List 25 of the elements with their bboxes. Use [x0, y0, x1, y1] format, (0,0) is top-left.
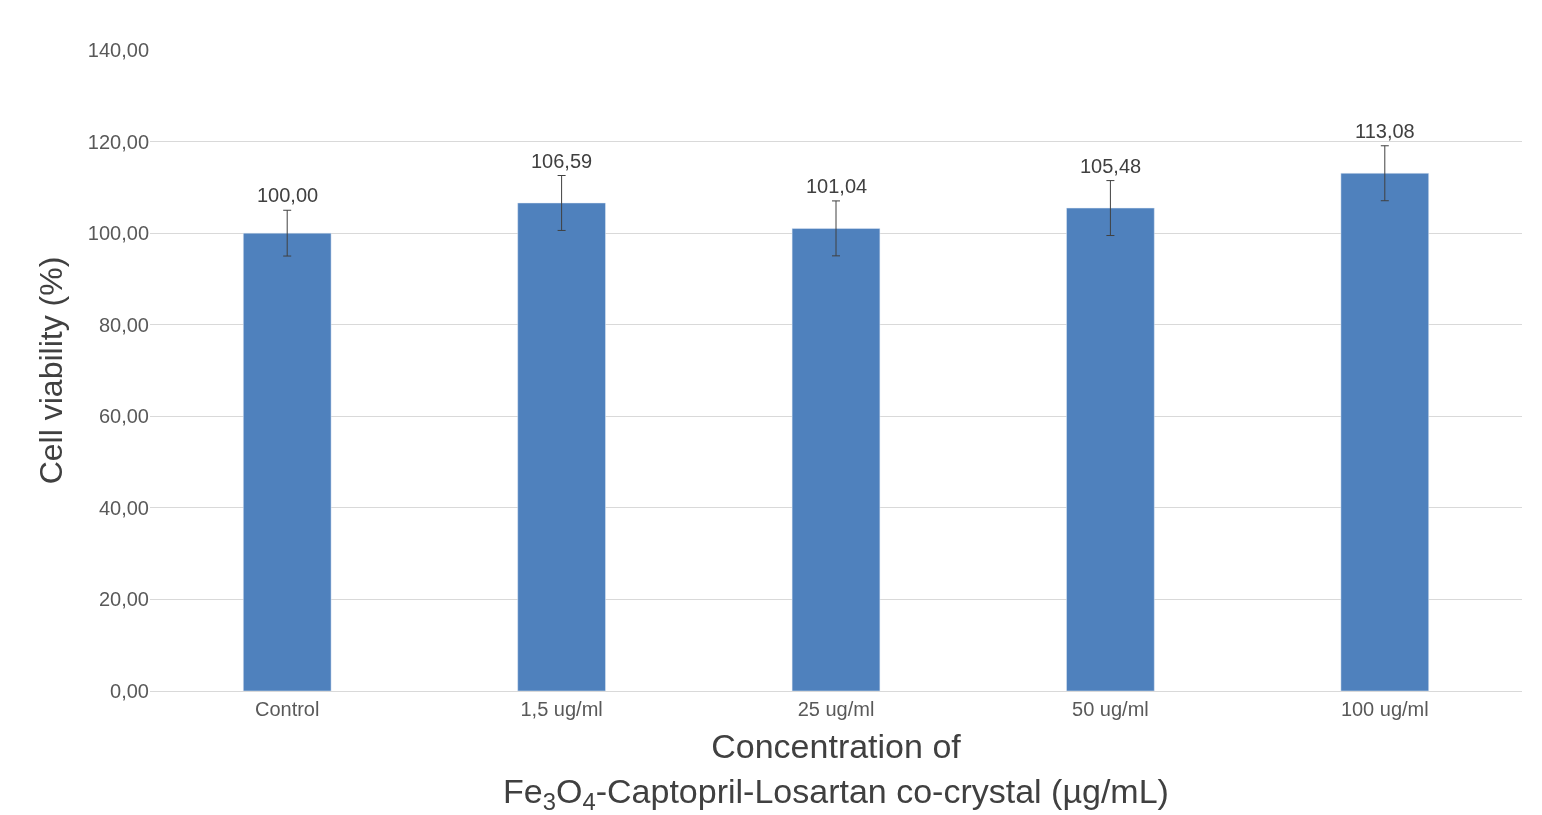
- bar: [243, 232, 332, 691]
- data-label: 100,00: [257, 184, 319, 206]
- bar: [791, 228, 881, 691]
- data-label: 101,04: [806, 175, 868, 197]
- y-tick-label: 0,00: [110, 680, 149, 702]
- data-label: 113,08: [1355, 120, 1415, 142]
- y-tick-label: 100,00: [87, 222, 149, 245]
- bar: [517, 202, 606, 691]
- x-tick-label: 100 ug/ml: [1340, 698, 1429, 720]
- y-tick-label: 140,00: [87, 39, 149, 61]
- data-label: 106,59: [531, 150, 593, 172]
- x-tick-label: 1,5 ug/ml: [520, 698, 603, 720]
- bar: [1066, 207, 1155, 691]
- y-tick-label: 20,00: [98, 588, 149, 611]
- y-axis-title: Cell viability (%): [33, 256, 70, 485]
- x-tick-label: Control: [254, 698, 320, 720]
- y-tick-label: 40,00: [98, 496, 149, 519]
- y-tick-label: 80,00: [98, 313, 149, 336]
- text: Concentration of Fe$_{3}$O$_{4}$-Captopril-Losartan co-crystal (µg/mL): [503, 727, 1169, 815]
- data-label: 105,48: [1080, 155, 1142, 177]
- bar: [1340, 173, 1429, 691]
- y-tick-label: 120,00: [87, 130, 149, 153]
- x-tick-label: 50 ug/ml: [1072, 698, 1149, 720]
- y-tick-label: 60,00: [98, 405, 149, 428]
- x-tick-label: 25 ug/ml: [797, 698, 875, 720]
